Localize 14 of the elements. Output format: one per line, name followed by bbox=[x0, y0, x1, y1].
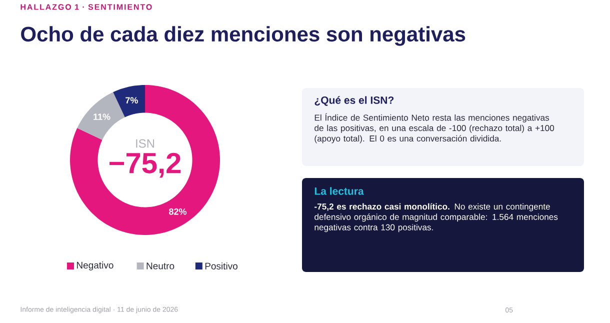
text: -75,2 es rechazo casi monolítico. No existe un contingente defensivo orgánico de magnitud comparable: 1.564 menciones negativas contra 130 positivas. bbox=[314, 203, 558, 232]
text: ¿Qué es el ISN? bbox=[314, 96, 394, 106]
legend-label: Neutro bbox=[146, 262, 174, 270]
text: El Índice de Sentimiento Neto resta las menciones negativas de las positivas, en una escala de -100 (rechazo total) a +100 (apoyo total). El 0 es una conversación dividida. bbox=[314, 113, 554, 144]
chart-subtitle: HALLAZGO 1 · SENTIMIENTO bbox=[20, 4, 152, 10]
data-label: 11% bbox=[94, 114, 110, 120]
legend-label: Negativo bbox=[76, 262, 114, 270]
legend-label: Positivo bbox=[205, 262, 238, 270]
text: La lectura bbox=[314, 187, 364, 195]
data-label: 7% bbox=[126, 97, 138, 104]
text: −75,2 bbox=[110, 152, 181, 178]
chart-title: Ocho de cada diez menciones son negativas bbox=[21, 26, 466, 46]
data-label: 82% bbox=[169, 208, 187, 215]
text: ISN bbox=[136, 139, 154, 148]
